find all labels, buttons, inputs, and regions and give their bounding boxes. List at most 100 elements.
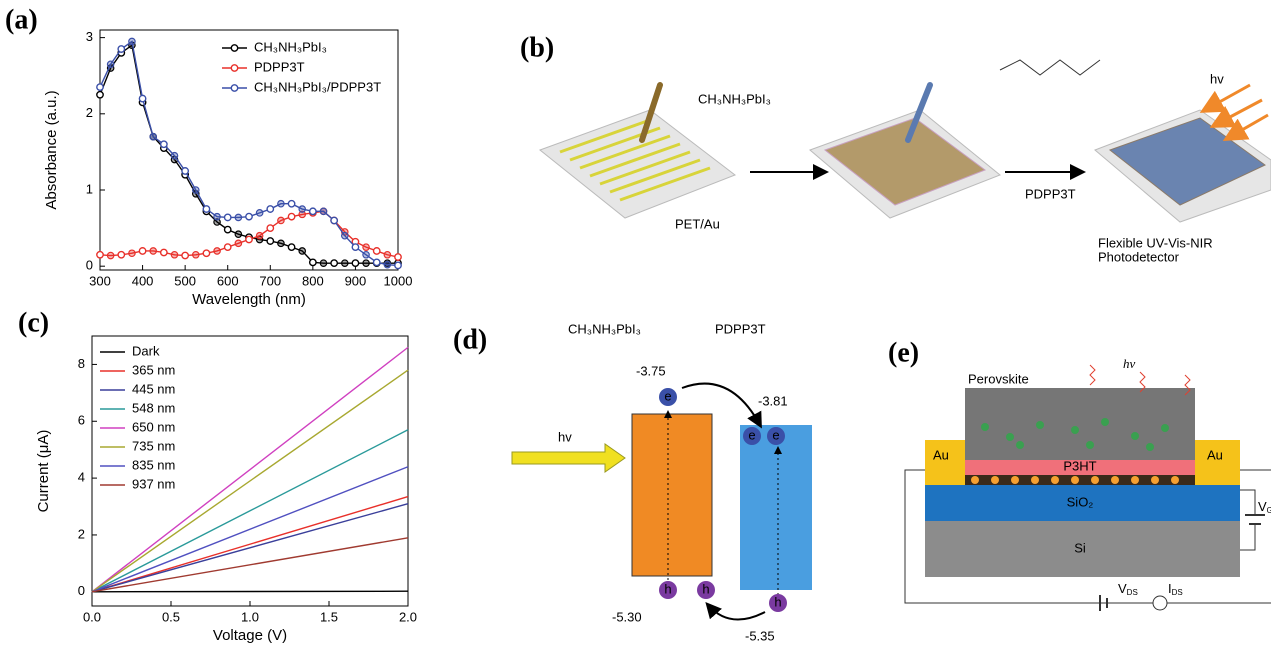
symbol: V <box>1118 581 1127 596</box>
substrate-label: PET/Au <box>675 216 720 231</box>
y-tick-label: 1 <box>86 181 93 196</box>
data-point <box>150 133 156 139</box>
perovskite-film <box>825 118 985 205</box>
layer-label: Perovskite <box>968 371 1029 386</box>
panel-label: (a) <box>5 4 38 35</box>
transfer <box>708 605 765 620</box>
energy-level: -5.35 <box>745 628 775 643</box>
data-point <box>363 252 369 258</box>
y-tick-label: 0 <box>78 583 85 598</box>
data-point <box>288 244 294 250</box>
data-point <box>331 217 337 223</box>
y-tick-label: 3 <box>86 29 93 44</box>
data-point <box>193 187 199 193</box>
data-point <box>171 153 177 159</box>
x-tick-label: 500 <box>174 273 196 288</box>
data-point <box>342 260 348 266</box>
legend-label: 365 nm <box>132 362 175 377</box>
data-point <box>256 233 262 239</box>
data-point <box>182 252 188 258</box>
panel-label: (e) <box>888 337 919 368</box>
panel-e: (e) hν Perovskite P3HT SiO₂ Si Au Au VDS… <box>888 337 1271 611</box>
x-tick-label: 1000 <box>384 273 413 288</box>
electron: e <box>748 427 755 442</box>
x-tick-label: 600 <box>217 273 239 288</box>
data-point <box>97 92 103 98</box>
data-point <box>107 61 113 67</box>
data-point <box>320 208 326 214</box>
product-label: Photodetector <box>1098 249 1180 264</box>
hole: h <box>774 594 781 609</box>
legend-label: 937 nm <box>132 476 175 491</box>
electrode-label: Au <box>933 447 949 462</box>
light-label: hv <box>1210 71 1224 86</box>
y-tick-label: 2 <box>78 526 85 541</box>
x-tick-label: 0.5 <box>162 609 180 624</box>
molecule <box>1000 60 1100 75</box>
panel-label: (c) <box>18 307 49 338</box>
x-axis-title: Wavelength (nm) <box>192 291 306 308</box>
data-point <box>331 260 337 266</box>
light-label: hν <box>1123 356 1136 371</box>
data-point <box>256 210 262 216</box>
reagent: CH₃NH₃PbI₃ <box>698 91 771 106</box>
y-tick-label: 6 <box>78 413 85 428</box>
x-tick-label: 300 <box>89 273 111 288</box>
ammeter <box>1153 596 1167 610</box>
series-line <box>100 41 398 265</box>
data-point <box>267 225 273 231</box>
data-point <box>374 259 380 265</box>
data-point <box>267 206 273 212</box>
data-point <box>118 46 124 52</box>
series-line <box>92 538 408 592</box>
data-point <box>139 95 145 101</box>
legend-label: PDPP3T <box>254 59 305 74</box>
legend-label: 548 nm <box>132 400 175 415</box>
data-point <box>278 201 284 207</box>
legend-label: 735 nm <box>132 438 175 453</box>
data-point <box>374 248 380 254</box>
data-point <box>129 38 135 44</box>
data-point <box>299 206 305 212</box>
series-line <box>92 504 408 592</box>
data-point <box>161 141 167 147</box>
y-tick-label: 4 <box>78 470 85 485</box>
data-point <box>384 261 390 267</box>
data-point <box>352 260 358 266</box>
data-point <box>246 213 252 219</box>
y-axis-title: Current (μA) <box>35 430 52 513</box>
x-tick-label: 2.0 <box>399 609 417 624</box>
data-point <box>214 213 220 219</box>
data-point <box>225 244 231 250</box>
data-point <box>278 240 284 246</box>
data-point <box>235 231 241 237</box>
hole: h <box>702 581 709 596</box>
data-point <box>352 244 358 250</box>
layer-label: P3HT <box>1063 458 1096 473</box>
data-point <box>235 240 241 246</box>
legend-label: Dark <box>132 343 160 358</box>
donor-band <box>632 414 712 576</box>
data-point <box>310 259 316 265</box>
data-point <box>363 260 369 266</box>
data-point <box>384 252 390 258</box>
data-point <box>139 248 145 254</box>
ids-label: IDS <box>1168 581 1183 597</box>
data-point <box>246 236 252 242</box>
legend-marker <box>231 65 237 71</box>
data-point <box>225 226 231 232</box>
electron: e <box>772 427 779 442</box>
data-point <box>288 201 294 207</box>
data-point <box>342 233 348 239</box>
data-point <box>395 262 401 268</box>
x-axis-title: Voltage (V) <box>213 627 287 644</box>
vg-label: VG <box>1258 499 1271 515</box>
data-point <box>310 208 316 214</box>
perovskite-layer <box>965 388 1195 460</box>
panel-label: (b) <box>520 32 554 63</box>
subscript: DS <box>1127 588 1138 597</box>
data-point <box>97 252 103 258</box>
energy-level: -5.30 <box>612 609 642 624</box>
data-point <box>320 260 326 266</box>
